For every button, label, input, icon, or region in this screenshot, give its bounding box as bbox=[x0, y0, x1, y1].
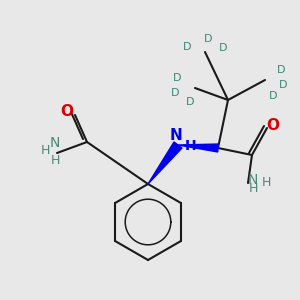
Text: H: H bbox=[50, 154, 60, 167]
Text: N: N bbox=[248, 173, 258, 187]
Text: H: H bbox=[261, 176, 271, 188]
Text: D: D bbox=[204, 34, 212, 44]
Text: D: D bbox=[279, 80, 287, 90]
Polygon shape bbox=[148, 142, 182, 184]
Text: O: O bbox=[266, 118, 280, 133]
Text: D: D bbox=[277, 65, 285, 75]
Text: D: D bbox=[219, 43, 227, 53]
Text: D: D bbox=[173, 73, 181, 83]
Text: H: H bbox=[40, 145, 50, 158]
Text: N: N bbox=[50, 136, 60, 150]
Text: H: H bbox=[248, 182, 258, 196]
Text: D: D bbox=[183, 42, 191, 52]
Polygon shape bbox=[178, 144, 218, 152]
Text: N: N bbox=[169, 128, 182, 143]
Text: D: D bbox=[186, 97, 194, 107]
Text: D: D bbox=[269, 91, 277, 101]
Text: O: O bbox=[61, 104, 74, 119]
Text: D: D bbox=[171, 88, 179, 98]
Text: H: H bbox=[185, 139, 197, 153]
